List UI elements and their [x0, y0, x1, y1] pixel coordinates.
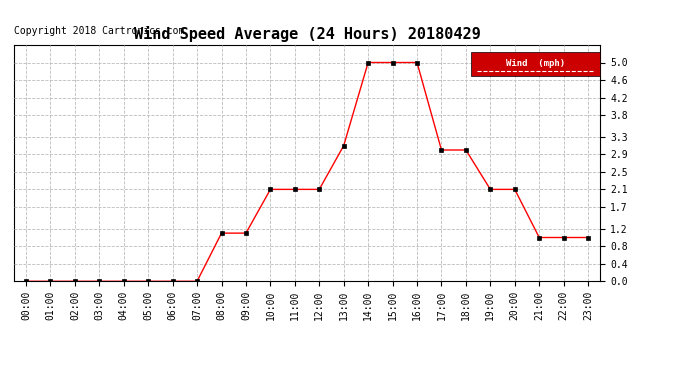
- Text: Copyright 2018 Cartronics.com: Copyright 2018 Cartronics.com: [14, 26, 184, 36]
- Title: Wind Speed Average (24 Hours) 20180429: Wind Speed Average (24 Hours) 20180429: [134, 27, 480, 42]
- Text: Wind  (mph): Wind (mph): [506, 59, 565, 68]
- FancyBboxPatch shape: [471, 52, 600, 76]
